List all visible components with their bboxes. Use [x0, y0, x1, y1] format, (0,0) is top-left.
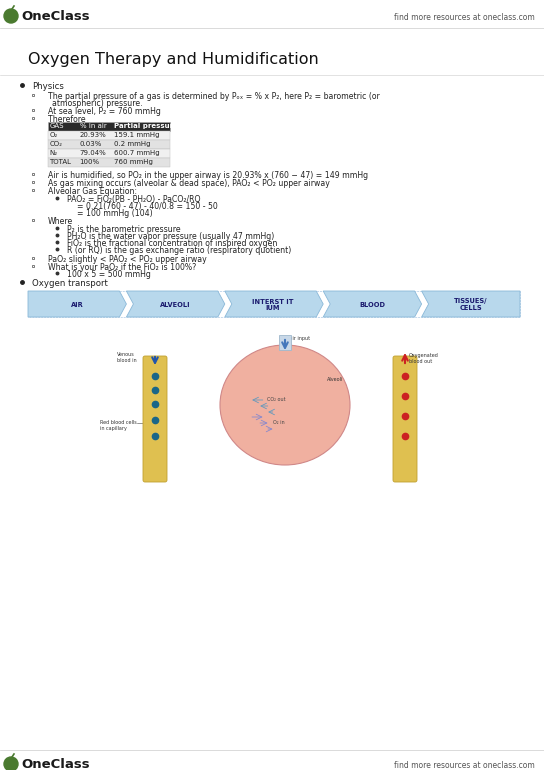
FancyBboxPatch shape — [48, 122, 170, 131]
Text: What is your PaO₂ if the FiO₂ is 100%?: What is your PaO₂ if the FiO₂ is 100%? — [48, 263, 196, 272]
Text: Red blood cells
in capillary: Red blood cells in capillary — [100, 420, 137, 430]
Text: find more resources at oneclass.com: find more resources at oneclass.com — [394, 761, 535, 769]
Polygon shape — [225, 291, 323, 317]
Polygon shape — [28, 291, 126, 317]
Text: Air is humidified, so PO₂ in the upper airway is 20.93% x (760 − 47) = 149 mmHg: Air is humidified, so PO₂ in the upper a… — [48, 171, 368, 180]
Text: 0.2 mmHg: 0.2 mmHg — [114, 141, 150, 147]
Text: CO₂: CO₂ — [50, 141, 63, 147]
Text: 0.03%: 0.03% — [79, 141, 102, 147]
Text: As gas mixing occurs (alveolar & dead space), PAO₂ < PO₂ upper airway: As gas mixing occurs (alveolar & dead sp… — [48, 179, 330, 188]
Text: O₂: O₂ — [50, 132, 58, 138]
Text: PAO₂ = FiO₂(PB - PH₂O) - PaCO₂/RQ: PAO₂ = FiO₂(PB - PH₂O) - PaCO₂/RQ — [67, 195, 201, 204]
Text: atmospheric) pressure.: atmospheric) pressure. — [52, 99, 143, 108]
FancyBboxPatch shape — [48, 140, 170, 149]
Polygon shape — [126, 291, 225, 317]
Text: TOTAL: TOTAL — [50, 159, 71, 165]
Text: find more resources at oneclass.com: find more resources at oneclass.com — [394, 12, 535, 22]
Text: 100%: 100% — [79, 159, 100, 165]
Text: % in air: % in air — [79, 123, 106, 129]
Text: Oxygen Therapy and Humidification: Oxygen Therapy and Humidification — [28, 52, 319, 67]
FancyBboxPatch shape — [48, 158, 170, 167]
Text: 79.04%: 79.04% — [79, 150, 106, 156]
Text: Air input: Air input — [289, 336, 310, 341]
Text: P₂ is the barometric pressure: P₂ is the barometric pressure — [67, 225, 181, 234]
Text: PH₂O is the water vapor pressure (usually 47 mmHg): PH₂O is the water vapor pressure (usuall… — [67, 232, 274, 241]
FancyBboxPatch shape — [143, 356, 167, 482]
Text: O₂ in: O₂ in — [273, 420, 285, 425]
Text: R (or RQ) is the gas exchange ratio (respiratory quotient): R (or RQ) is the gas exchange ratio (res… — [67, 246, 291, 255]
Text: Partial pressure: Partial pressure — [114, 123, 177, 129]
Text: 600.7 mmHg: 600.7 mmHg — [114, 150, 159, 156]
Text: Oxygen transport: Oxygen transport — [32, 279, 108, 288]
Text: CO₂ out: CO₂ out — [267, 397, 286, 402]
Text: = 100 mmHg (104): = 100 mmHg (104) — [77, 209, 153, 218]
FancyBboxPatch shape — [48, 149, 170, 158]
Ellipse shape — [220, 345, 350, 465]
Text: OneClass: OneClass — [21, 11, 90, 24]
Text: N₂: N₂ — [50, 150, 58, 156]
Text: Oxygenated
blood out: Oxygenated blood out — [409, 353, 439, 363]
Text: The partial pressure of a gas is determined by Pₒₓ = % x P₂, here P₂ = barometri: The partial pressure of a gas is determi… — [48, 92, 380, 101]
Text: BLOOD: BLOOD — [360, 302, 385, 308]
Text: Venous
blood in: Venous blood in — [117, 352, 137, 363]
FancyBboxPatch shape — [48, 131, 170, 140]
Text: INTERST IT
IUM: INTERST IT IUM — [252, 299, 294, 312]
Text: PaO₂ slightly < PAO₂ < PO₂ upper airway: PaO₂ slightly < PAO₂ < PO₂ upper airway — [48, 255, 207, 264]
Text: 100 x 5 = 500 mmHg: 100 x 5 = 500 mmHg — [67, 270, 151, 279]
Text: 20.93%: 20.93% — [79, 132, 106, 138]
Text: Alveoli: Alveoli — [327, 377, 343, 382]
Text: TISSUES/
CELLS: TISSUES/ CELLS — [454, 299, 487, 312]
Text: At sea level, P₂ = 760 mmHg: At sea level, P₂ = 760 mmHg — [48, 107, 161, 116]
Text: ALVEOLI: ALVEOLI — [160, 302, 191, 308]
Text: Therefore: Therefore — [48, 115, 85, 124]
FancyBboxPatch shape — [393, 356, 417, 482]
Text: AIR: AIR — [71, 302, 84, 308]
Text: 159.1 mmHg: 159.1 mmHg — [114, 132, 159, 138]
Text: FiO₂ is the fractional concentration of inspired oxygen: FiO₂ is the fractional concentration of … — [67, 239, 277, 248]
Text: GAS: GAS — [50, 123, 64, 129]
Circle shape — [4, 757, 18, 770]
Polygon shape — [422, 291, 520, 317]
Text: 760 mmHg: 760 mmHg — [114, 159, 152, 165]
Circle shape — [4, 9, 18, 23]
Text: Physics: Physics — [32, 82, 64, 91]
Text: Where: Where — [48, 217, 73, 226]
Polygon shape — [323, 291, 422, 317]
Text: OneClass: OneClass — [21, 758, 90, 770]
Text: = 0.21(760 - 47) - 40/0.8 = 150 - 50: = 0.21(760 - 47) - 40/0.8 = 150 - 50 — [77, 202, 218, 211]
Text: Alveolar Gas Equation:: Alveolar Gas Equation: — [48, 187, 137, 196]
FancyBboxPatch shape — [279, 335, 291, 350]
